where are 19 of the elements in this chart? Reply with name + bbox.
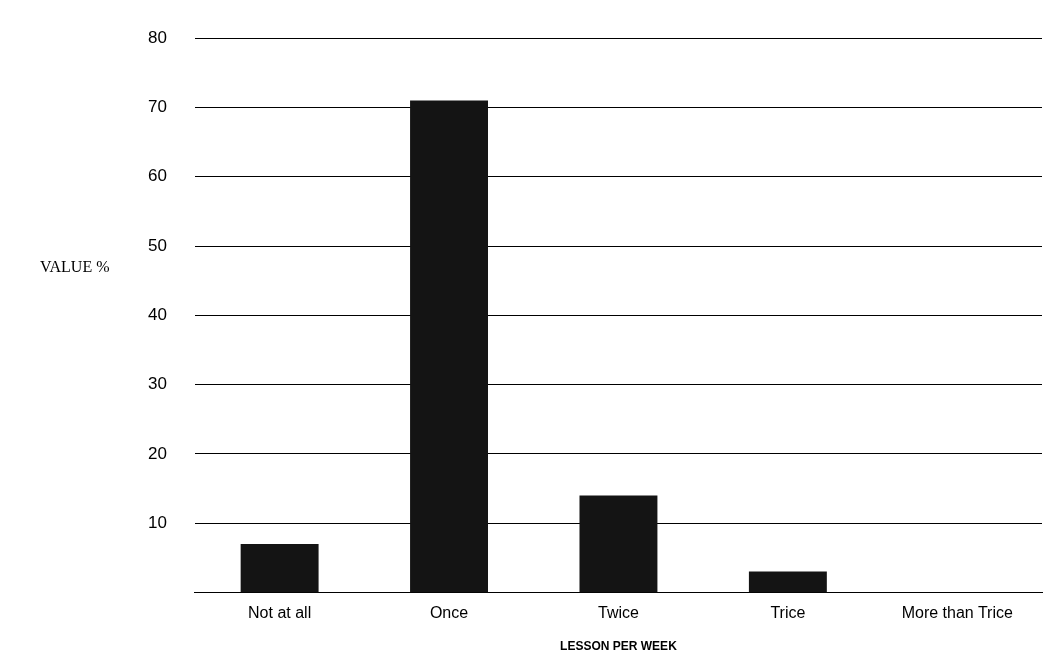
y-tick-label: 60 xyxy=(147,166,167,186)
y-tick-label: 10 xyxy=(147,512,167,532)
x-tick-label: Trice xyxy=(770,604,806,622)
bar xyxy=(240,543,319,593)
y-tick-label: 30 xyxy=(147,374,167,394)
x-tick-label: More than Trice xyxy=(901,604,1013,622)
bar xyxy=(748,571,827,593)
y-tick-label: 40 xyxy=(147,304,167,324)
x-tick-label: Once xyxy=(429,604,469,622)
y-axis-title: VALUE % xyxy=(40,258,110,276)
y-tick-label: 80 xyxy=(147,27,167,47)
y-tick-label: 70 xyxy=(147,97,167,117)
y-tick-label: 20 xyxy=(147,443,167,463)
x-tick-label: Not at all xyxy=(248,604,312,622)
x-tick-label: Twice xyxy=(598,604,639,622)
bar xyxy=(579,495,658,593)
bar xyxy=(410,100,488,593)
y-tick-label: 50 xyxy=(147,235,167,255)
x-axis-title: LESSON PER WEEK xyxy=(560,639,678,654)
